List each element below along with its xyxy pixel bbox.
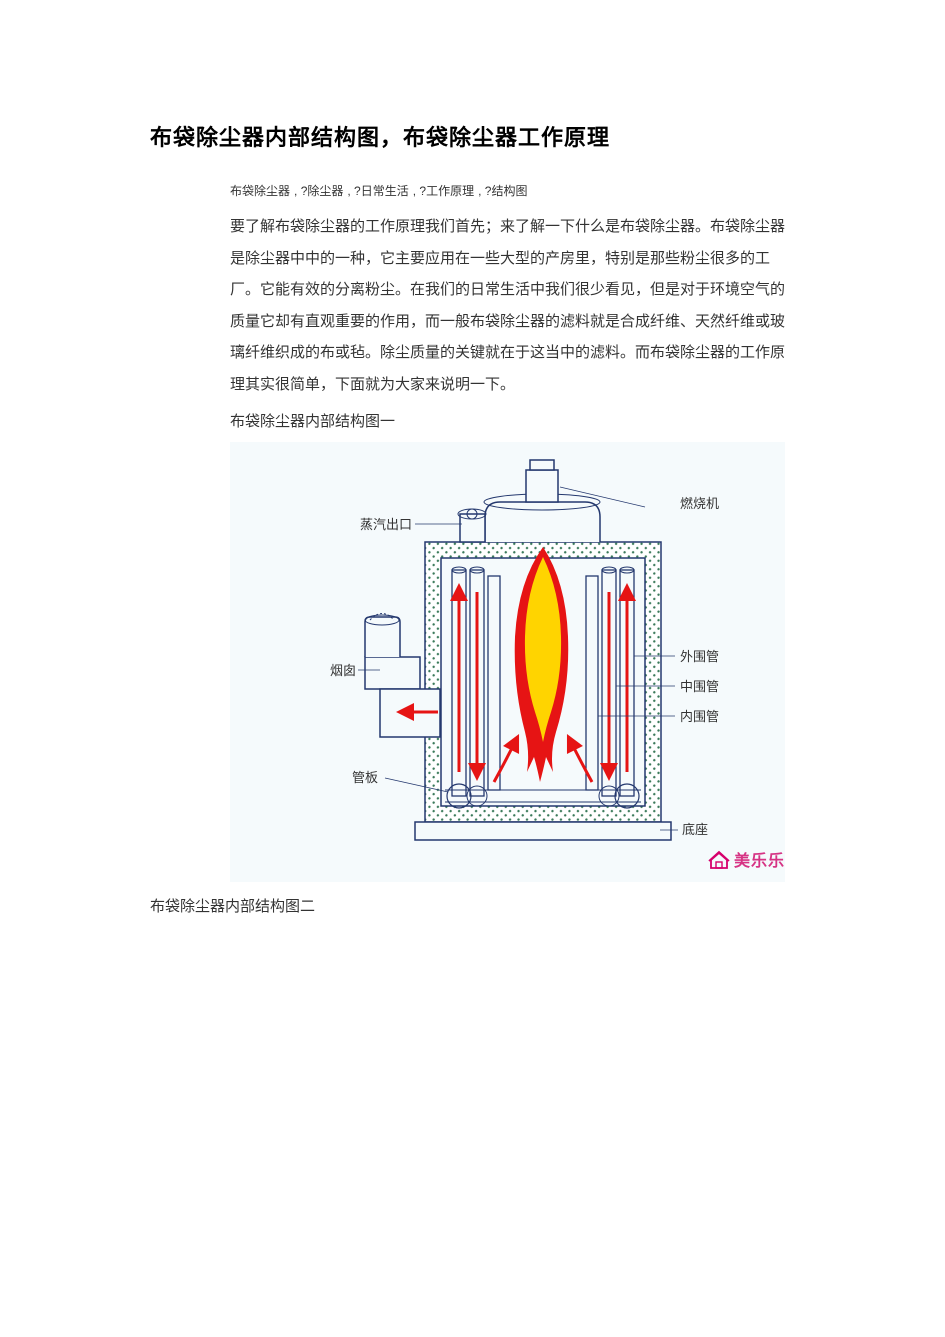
watermark-logo: 美乐乐: [708, 847, 785, 874]
logo-text: 美乐乐: [734, 853, 785, 870]
diagram-subtitle-1: 布袋除尘器内部结构图一: [230, 406, 795, 438]
tag: ?除尘器: [301, 184, 344, 198]
label-burner: 燃烧机: [680, 496, 719, 511]
diagram-subtitle-2: 布袋除尘器内部结构图二: [150, 895, 795, 916]
label-middle-tube: 中围管: [680, 679, 719, 694]
label-steam-outlet: 蒸汽出口: [360, 517, 412, 532]
label-outer-tube: 外围管: [680, 649, 719, 664]
label-chimney: 烟囱: [330, 663, 356, 678]
label-tube-sheet: 管板: [352, 770, 378, 785]
tag: 布袋除尘器: [230, 184, 290, 198]
diagram-1: 蒸汽出口 烟囱 管板 燃烧机 外围管 中围管 内围管 底座 美乐乐: [230, 442, 795, 887]
tag: ?日常生活: [354, 184, 409, 198]
tag: ?工作原理: [419, 184, 474, 198]
main-paragraph: 要了解布袋除尘器的工作原理我们首先；来了解一下什么是布袋除尘器。布袋除尘器是除尘…: [230, 211, 795, 400]
page-title: 布袋除尘器内部结构图，布袋除尘器工作原理: [150, 120, 795, 152]
label-base: 底座: [682, 822, 708, 837]
label-inner-tube: 内围管: [680, 709, 719, 724]
tags-row: 布袋除尘器, ?除尘器, ?日常生活, ?工作原理, ?结构图: [230, 182, 795, 199]
tag: ?结构图: [485, 184, 528, 198]
